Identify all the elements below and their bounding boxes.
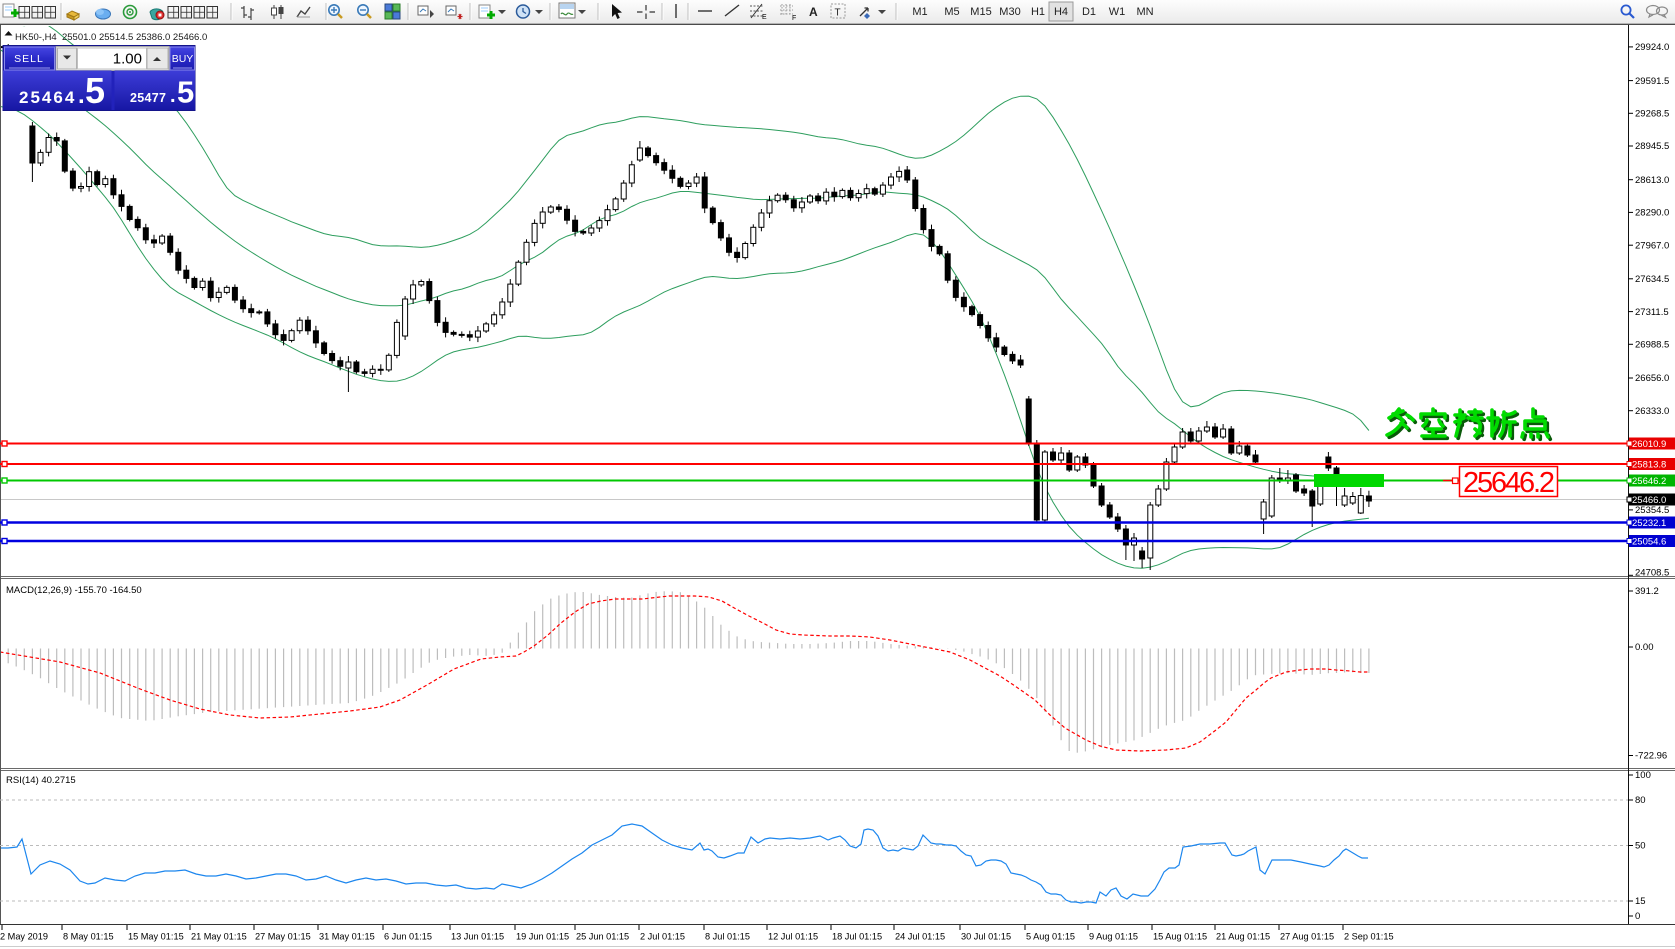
svg-text:100: 100 <box>1635 770 1651 781</box>
svg-text:5 Aug 01:15: 5 Aug 01:15 <box>1026 932 1075 942</box>
svg-text:27 Aug 01:15: 27 Aug 01:15 <box>1280 932 1334 942</box>
svg-text:F: F <box>792 15 796 22</box>
svg-text:26010.9: 26010.9 <box>1632 439 1666 450</box>
svg-text:25813.8: 25813.8 <box>1632 460 1666 471</box>
svg-text:80: 80 <box>1635 795 1646 806</box>
svg-text:M15: M15 <box>970 6 991 18</box>
svg-text:25477: 25477 <box>130 91 166 105</box>
svg-text:26988.5: 26988.5 <box>1635 340 1669 351</box>
svg-text:28945.5: 28945.5 <box>1635 141 1669 152</box>
svg-text:15: 15 <box>1635 896 1646 907</box>
svg-text:A: A <box>809 5 818 19</box>
svg-text:6 Jun 01:15: 6 Jun 01:15 <box>384 932 432 942</box>
svg-text:2 Sep 01:15: 2 Sep 01:15 <box>1344 932 1394 942</box>
svg-text:29924.0: 29924.0 <box>1635 42 1669 53</box>
svg-text:H1: H1 <box>1031 6 1045 18</box>
svg-text:25464: 25464 <box>19 88 76 107</box>
svg-text:29591.5: 29591.5 <box>1635 76 1669 87</box>
svg-text:0.00: 0.00 <box>1635 642 1654 653</box>
svg-text:9 Aug 01:15: 9 Aug 01:15 <box>1089 932 1138 942</box>
svg-text:19 Jun 01:15: 19 Jun 01:15 <box>516 932 569 942</box>
svg-text:8 Jul 01:15: 8 Jul 01:15 <box>705 932 750 942</box>
svg-text:BUY: BUY <box>172 53 194 65</box>
svg-text:.: . <box>170 85 176 107</box>
svg-text:18 Jul 01:15: 18 Jul 01:15 <box>832 932 882 942</box>
svg-text:MN: MN <box>1136 6 1153 18</box>
svg-text:391.2: 391.2 <box>1635 586 1659 597</box>
svg-text:0: 0 <box>1635 911 1640 922</box>
svg-text:HK50-,H4 25501.0 25514.5 2538: HK50-,H4 25501.0 25514.5 25386.0 25466.0 <box>15 32 207 43</box>
svg-text:15 Aug 01:15: 15 Aug 01:15 <box>1153 932 1207 942</box>
svg-text:27 May 01:15: 27 May 01:15 <box>255 932 311 942</box>
svg-text:W1: W1 <box>1109 6 1126 18</box>
svg-text:31 May 01:15: 31 May 01:15 <box>319 932 375 942</box>
svg-text:T: T <box>835 8 841 19</box>
svg-text:M30: M30 <box>999 6 1020 18</box>
svg-text:15 May 01:15: 15 May 01:15 <box>128 932 184 942</box>
svg-text:M1: M1 <box>912 6 927 18</box>
svg-text:29268.5: 29268.5 <box>1635 109 1669 120</box>
svg-text:M5: M5 <box>944 6 959 18</box>
svg-text:MACD(12,26,9) -155.70 -164.50: MACD(12,26,9) -155.70 -164.50 <box>6 585 142 596</box>
svg-text:25646.2: 25646.2 <box>1632 476 1666 487</box>
svg-text:25054.6: 25054.6 <box>1632 537 1666 548</box>
svg-text:.: . <box>78 82 85 109</box>
svg-text:26656.0: 26656.0 <box>1635 373 1669 384</box>
svg-text:D1: D1 <box>1082 6 1096 18</box>
svg-text:5: 5 <box>177 75 194 110</box>
svg-text:12 Jul 01:15: 12 Jul 01:15 <box>768 932 818 942</box>
svg-text:27311.5: 27311.5 <box>1635 307 1669 318</box>
svg-text:25232.1: 25232.1 <box>1632 518 1666 529</box>
svg-text:24 Jul 01:15: 24 Jul 01:15 <box>895 932 945 942</box>
svg-text:E: E <box>762 14 767 21</box>
svg-text:8 May 01:15: 8 May 01:15 <box>63 932 114 942</box>
svg-text:25354.5: 25354.5 <box>1635 505 1669 516</box>
svg-text:1.00: 1.00 <box>113 51 142 68</box>
svg-text:25 Jun 01:15: 25 Jun 01:15 <box>576 932 629 942</box>
svg-text:13 Jun 01:15: 13 Jun 01:15 <box>451 932 504 942</box>
svg-text:H4: H4 <box>1054 6 1068 18</box>
svg-text:-722.96: -722.96 <box>1635 751 1667 762</box>
svg-text:25646.2: 25646.2 <box>1463 467 1555 499</box>
svg-text:24708.5: 24708.5 <box>1635 568 1669 579</box>
svg-text:30 Jul 01:15: 30 Jul 01:15 <box>961 932 1011 942</box>
svg-text:SELL: SELL <box>14 53 44 65</box>
svg-text:RSI(14) 40.2715: RSI(14) 40.2715 <box>6 775 76 786</box>
svg-text:28290.0: 28290.0 <box>1635 208 1669 219</box>
svg-text:21 May 01:15: 21 May 01:15 <box>191 932 247 942</box>
svg-text:25466.0: 25466.0 <box>1632 495 1666 506</box>
svg-text:2 May 2019: 2 May 2019 <box>0 932 48 942</box>
svg-text:27967.0: 27967.0 <box>1635 240 1669 251</box>
svg-text:28613.0: 28613.0 <box>1635 175 1669 186</box>
svg-text:2 Jul 01:15: 2 Jul 01:15 <box>640 932 685 942</box>
svg-text:21 Aug 01:15: 21 Aug 01:15 <box>1216 932 1270 942</box>
svg-text:27634.5: 27634.5 <box>1635 274 1669 285</box>
svg-text:5: 5 <box>85 70 105 111</box>
svg-text:50: 50 <box>1635 841 1646 852</box>
svg-text:26333.0: 26333.0 <box>1635 406 1669 417</box>
